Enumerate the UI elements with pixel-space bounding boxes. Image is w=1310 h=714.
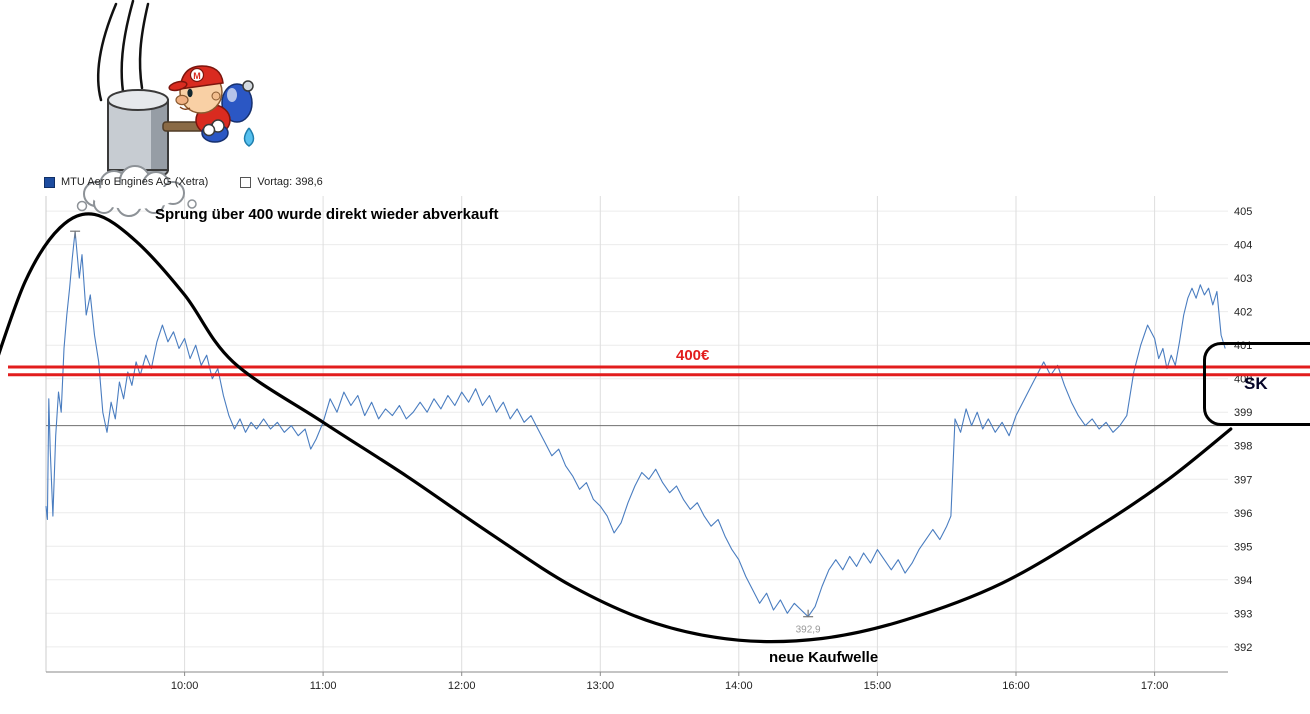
svg-text:397: 397 — [1234, 474, 1252, 486]
price-line — [45, 230, 1226, 618]
svg-text:12:00: 12:00 — [448, 680, 476, 692]
svg-text:394: 394 — [1234, 575, 1252, 587]
mario-cap-emblem: M — [193, 71, 201, 81]
axes — [45, 196, 1228, 676]
x-axis-labels: 10:00 11:00 12:00 13:00 14:00 15:00 16:00 17:00 — [171, 680, 1169, 692]
trend-curve — [0, 212, 1233, 644]
sk-annotation-box: SK — [1203, 342, 1310, 426]
svg-text:392: 392 — [1234, 642, 1252, 654]
svg-text:393: 393 — [1234, 608, 1252, 620]
mario-hammer-image: M — [76, 0, 255, 217]
svg-text:395: 395 — [1234, 541, 1252, 553]
high-low-markers — [70, 230, 814, 618]
svg-text:398: 398 — [1234, 441, 1252, 453]
gridlines — [46, 196, 1228, 672]
svg-text:400: 400 — [1234, 374, 1252, 386]
vortag-swatch — [240, 176, 252, 188]
svg-text:402: 402 — [1234, 307, 1252, 319]
hammer-icon — [107, 89, 219, 181]
series-swatch — [44, 176, 55, 188]
price-level-label: 400€ — [676, 347, 710, 364]
svg-text:10:00: 10:00 — [171, 680, 199, 692]
low-value-label: 392,9 — [796, 625, 821, 636]
svg-text:17:00: 17:00 — [1141, 680, 1169, 692]
svg-text:11:00: 11:00 — [310, 680, 337, 692]
svg-text:399: 399 — [1234, 407, 1252, 419]
svg-text:405: 405 — [1234, 206, 1252, 218]
series-legend-label: MTU Aero Engines AG (Xetra) — [61, 176, 209, 188]
svg-text:404: 404 — [1234, 240, 1252, 252]
vortag-legend-label: Vortag: 398,6 — [257, 176, 323, 188]
baby-mario-figure: M — [168, 65, 255, 147]
sk-label: SK — [1244, 374, 1268, 393]
svg-text:403: 403 — [1234, 273, 1252, 285]
svg-text:14:00: 14:00 — [725, 680, 753, 692]
svg-text:16:00: 16:00 — [1002, 680, 1030, 692]
chart-legend: MTU Aero Engines AG (Xetra) Vortag: 398,… — [44, 176, 323, 188]
svg-text:396: 396 — [1234, 508, 1252, 520]
y-axis-labels: 3923933943953963973983994004014024034044… — [1234, 206, 1252, 654]
svg-text:15:00: 15:00 — [864, 680, 892, 692]
smoke-cloud-icon — [76, 165, 197, 217]
svg-text:13:00: 13:00 — [587, 680, 615, 692]
motion-lines-icon — [96, 0, 150, 102]
level-400-lines — [8, 365, 1310, 377]
kaufwelle-annotation: neue Kaufwelle — [769, 649, 879, 666]
headline-annotation: Sprung über 400 wurde direkt wieder abve… — [155, 206, 499, 223]
